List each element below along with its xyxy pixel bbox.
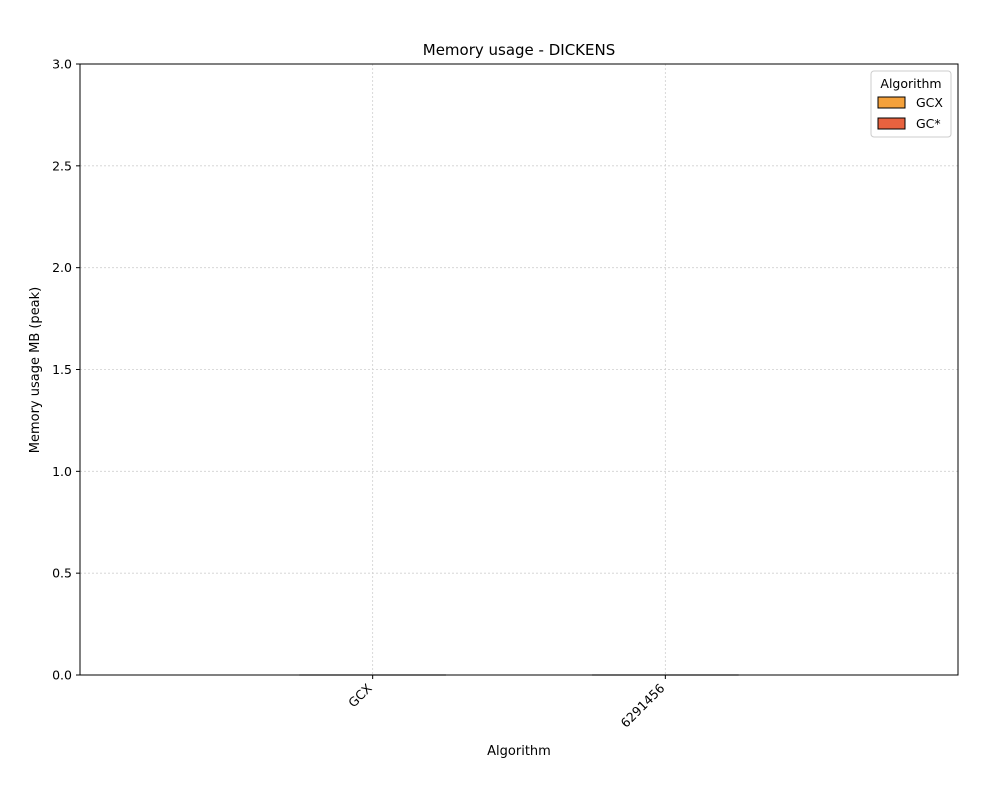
legend-title: Algorithm [880, 76, 941, 91]
y-tick-label: 0.5 [52, 566, 72, 581]
y-axis-ticks: 0.0 0.5 1.0 1.5 2.0 2.5 3.0 [52, 57, 80, 683]
y-tick-label: 1.0 [52, 464, 72, 479]
x-tick-label: 6291456 [617, 680, 667, 730]
x-axis-title: Algorithm [487, 744, 551, 759]
y-axis-title: Memory usage MB (peak) [28, 287, 43, 454]
chart-title: Memory usage - DICKENS [423, 41, 616, 59]
y-tick-label: 3.0 [52, 57, 72, 72]
y-tick-label: 0.0 [52, 668, 72, 683]
legend-items: GCX GC* [877, 95, 943, 131]
y-tick-label: 2.5 [52, 158, 72, 173]
y-tick-label: 1.5 [52, 362, 72, 377]
legend: Algorithm GCX GC* [870, 70, 952, 138]
plot-frame [79, 63, 959, 676]
legend-swatch [877, 117, 906, 130]
grid-lines [80, 63, 958, 676]
legend-swatch [877, 96, 906, 109]
x-tick-label: GCX [345, 680, 375, 710]
legend-label: GCX [916, 95, 943, 110]
y-tick-label: 2.0 [52, 260, 72, 275]
legend-label: GC* [916, 116, 941, 131]
x-axis-ticks: GCX 6291456 [345, 675, 667, 730]
